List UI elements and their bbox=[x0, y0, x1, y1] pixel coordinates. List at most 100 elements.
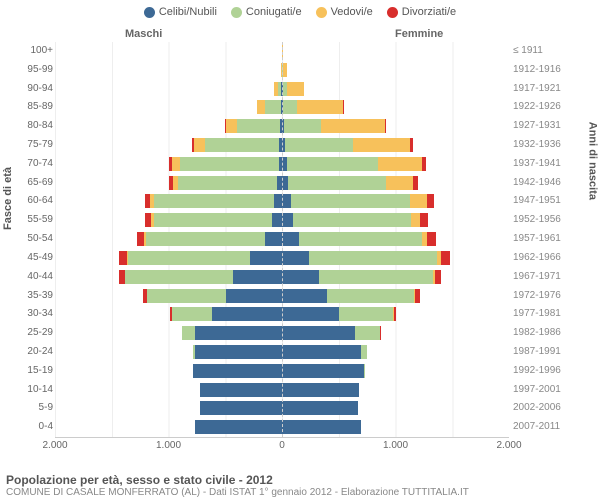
x-tick-label: 2.000 bbox=[42, 440, 67, 451]
age-label: 90-94 bbox=[5, 80, 53, 99]
male-bar bbox=[200, 401, 282, 415]
birth-label: 1937-1941 bbox=[513, 155, 595, 174]
age-label: 20-24 bbox=[5, 343, 53, 362]
legend-item: Celibi/Nubili bbox=[144, 6, 217, 18]
segment bbox=[195, 345, 282, 359]
birth-label: 1942-1946 bbox=[513, 174, 595, 193]
segment bbox=[427, 232, 436, 246]
legend-swatch bbox=[387, 7, 398, 18]
segment bbox=[386, 176, 412, 190]
segment bbox=[411, 213, 420, 227]
legend: Celibi/NubiliConiugati/eVedovi/eDivorzia… bbox=[0, 0, 600, 20]
legend-swatch bbox=[316, 7, 327, 18]
age-label: 95-99 bbox=[5, 61, 53, 80]
male-bar bbox=[182, 326, 282, 340]
segment bbox=[257, 100, 265, 114]
segment bbox=[226, 119, 237, 133]
legend-swatch bbox=[144, 7, 155, 18]
female-bar bbox=[282, 251, 450, 265]
segment bbox=[293, 213, 411, 227]
segment bbox=[265, 232, 282, 246]
male-bar bbox=[170, 307, 282, 321]
segment bbox=[205, 138, 279, 152]
segment bbox=[195, 326, 282, 340]
segment bbox=[200, 401, 282, 415]
segment bbox=[195, 420, 282, 434]
male-bar bbox=[119, 270, 282, 284]
birth-label: 2007-2011 bbox=[513, 418, 595, 437]
segment bbox=[128, 251, 251, 265]
female-bar bbox=[282, 194, 434, 208]
segment bbox=[137, 232, 144, 246]
female-bar bbox=[282, 289, 420, 303]
female-bar bbox=[282, 119, 386, 133]
segment bbox=[339, 307, 393, 321]
female-bar bbox=[282, 138, 413, 152]
segment bbox=[285, 138, 353, 152]
segment bbox=[394, 307, 396, 321]
segment bbox=[319, 270, 433, 284]
female-bar bbox=[282, 383, 359, 397]
male-label: Maschi bbox=[125, 28, 162, 40]
female-bar bbox=[282, 345, 367, 359]
birth-label: 2002-2006 bbox=[513, 399, 595, 418]
segment bbox=[237, 119, 280, 133]
age-label: 35-39 bbox=[5, 287, 53, 306]
birth-label: ≤ 1911 bbox=[513, 42, 595, 61]
male-bar bbox=[192, 138, 282, 152]
female-bar bbox=[282, 176, 418, 190]
birth-label: 1947-1951 bbox=[513, 192, 595, 211]
segment bbox=[282, 401, 358, 415]
age-label: 30-34 bbox=[5, 305, 53, 324]
segment bbox=[343, 100, 344, 114]
male-bar bbox=[195, 420, 282, 434]
segment bbox=[413, 176, 418, 190]
male-bar bbox=[143, 289, 282, 303]
chart-subtitle: COMUNE DI CASALE MONFERRATO (AL) - Dati … bbox=[6, 487, 594, 498]
birth-label: 1997-2001 bbox=[513, 381, 595, 400]
male-bar bbox=[274, 82, 282, 96]
age-label: 15-19 bbox=[5, 362, 53, 381]
birth-label: 1927-1931 bbox=[513, 117, 595, 136]
x-tick-label: 2.000 bbox=[496, 440, 521, 451]
segment bbox=[441, 251, 450, 265]
segment bbox=[380, 326, 381, 340]
y-axis-title-right: Anni di nascita bbox=[586, 122, 598, 200]
segment bbox=[288, 176, 387, 190]
birth-label: 1977-1981 bbox=[513, 305, 595, 324]
legend-item: Vedovi/e bbox=[316, 6, 373, 18]
segment bbox=[435, 270, 442, 284]
segment bbox=[284, 119, 321, 133]
segment bbox=[282, 289, 327, 303]
male-bar bbox=[193, 345, 282, 359]
male-bar bbox=[145, 213, 282, 227]
age-label: 10-14 bbox=[5, 381, 53, 400]
legend-label: Vedovi/e bbox=[331, 6, 373, 18]
female-bar bbox=[282, 326, 381, 340]
segment bbox=[355, 326, 380, 340]
segment bbox=[282, 270, 319, 284]
birth-label: 1912-1916 bbox=[513, 61, 595, 80]
segment bbox=[172, 157, 180, 171]
legend-label: Celibi/Nubili bbox=[159, 6, 217, 18]
segment bbox=[233, 270, 282, 284]
male-bar bbox=[169, 176, 282, 190]
segment bbox=[385, 119, 387, 133]
segment bbox=[146, 232, 265, 246]
segment bbox=[282, 307, 339, 321]
segment bbox=[282, 213, 293, 227]
segment bbox=[125, 270, 233, 284]
birth-labels: ≤ 19111912-19161917-19211922-19261927-19… bbox=[513, 42, 595, 437]
segment bbox=[282, 420, 361, 434]
male-bar bbox=[193, 364, 282, 378]
female-bar bbox=[282, 213, 428, 227]
birth-label: 1972-1976 bbox=[513, 287, 595, 306]
segment bbox=[178, 176, 278, 190]
segment bbox=[194, 138, 205, 152]
segment bbox=[415, 289, 420, 303]
segment bbox=[265, 100, 281, 114]
segment bbox=[212, 307, 282, 321]
age-label: 25-29 bbox=[5, 324, 53, 343]
age-labels: 100+95-9990-9485-8980-8475-7970-7465-696… bbox=[5, 42, 53, 437]
birth-label: 1952-1956 bbox=[513, 211, 595, 230]
